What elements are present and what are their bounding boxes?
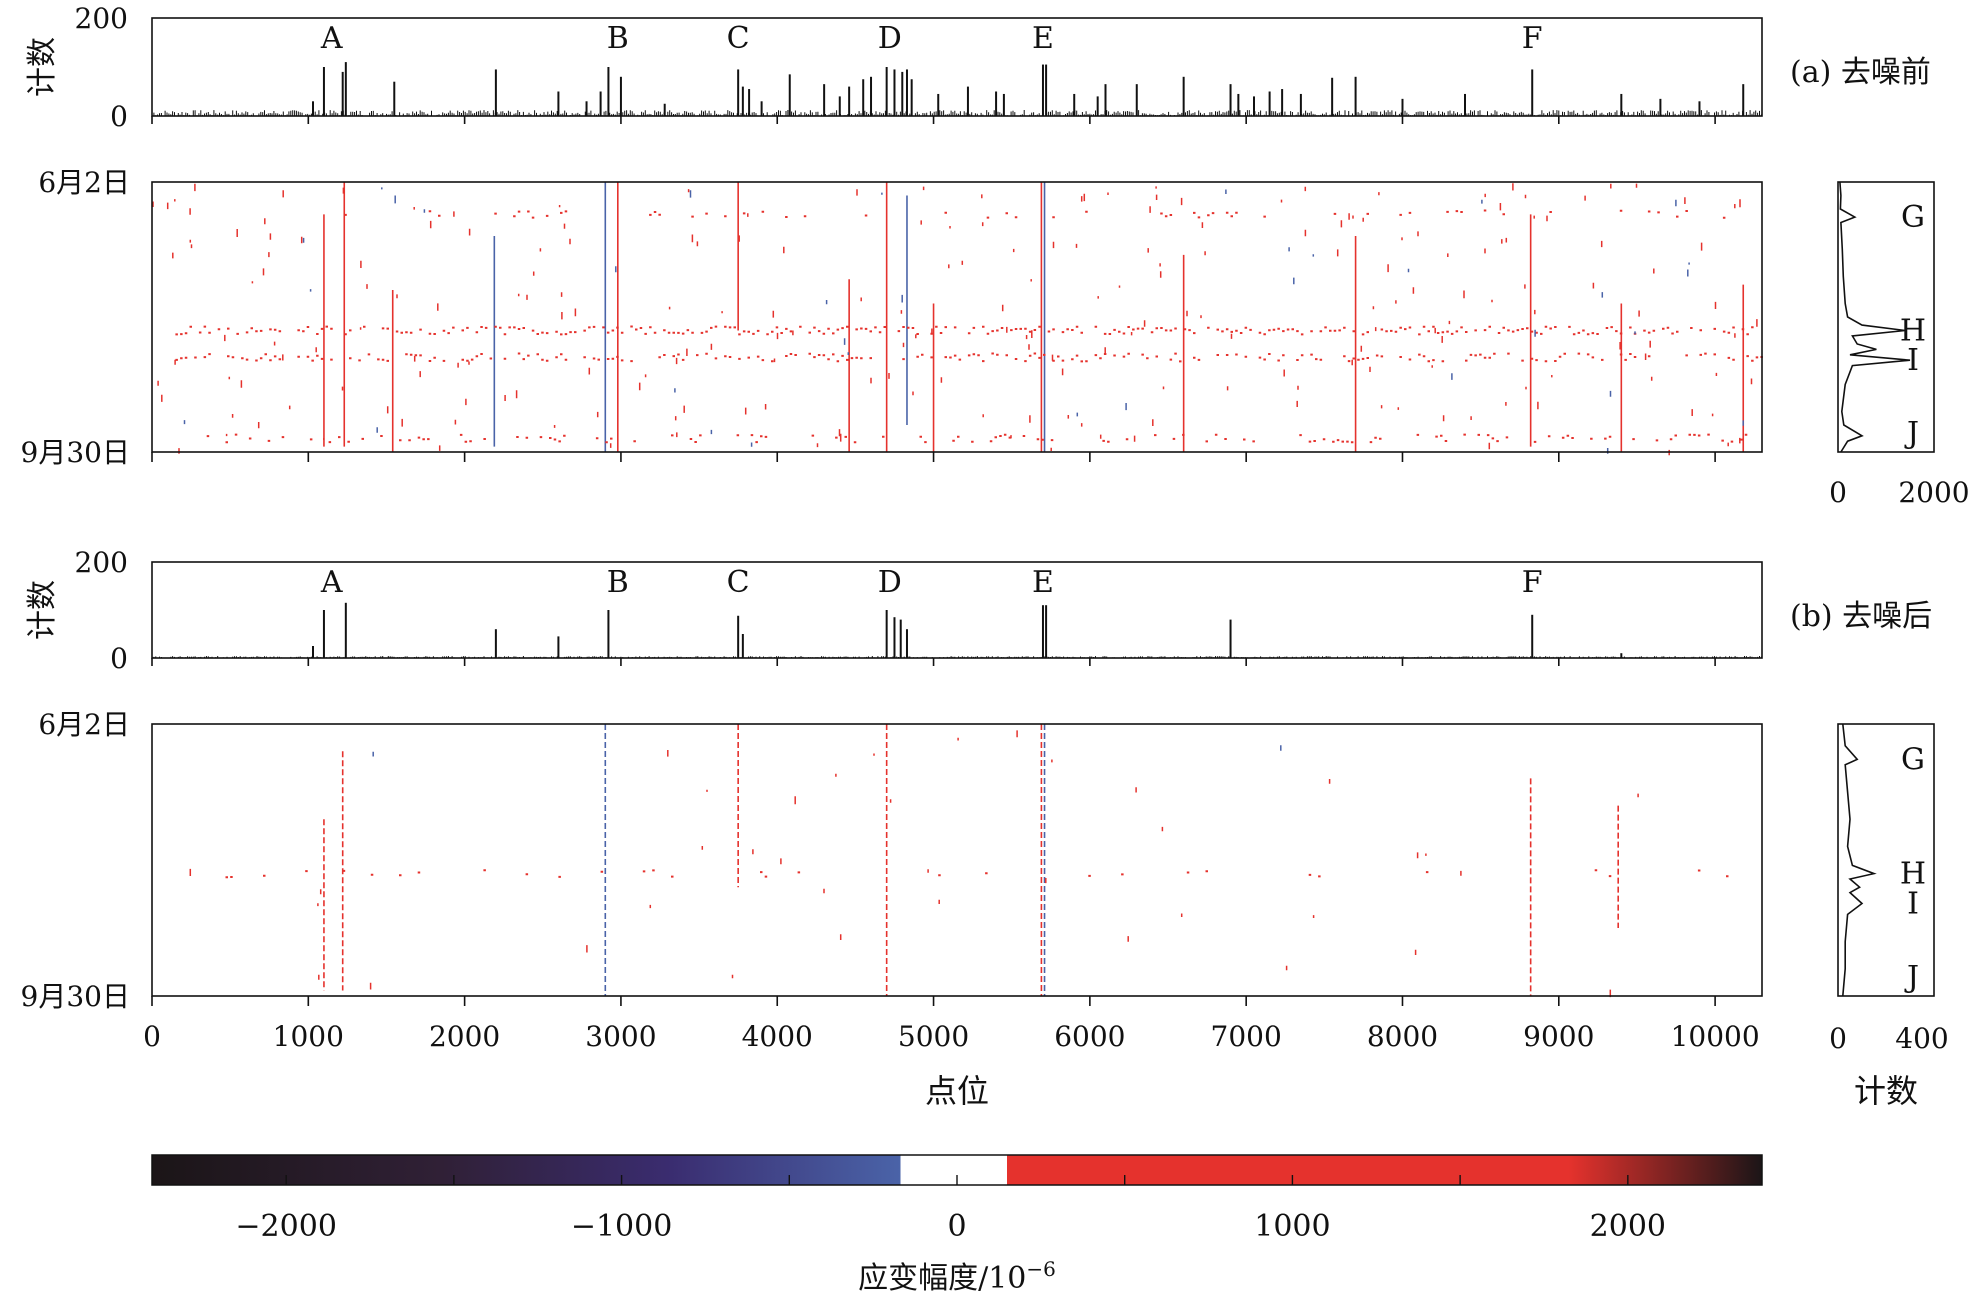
colorbar-tick-label: −2000 bbox=[235, 1209, 336, 1244]
heat-row bbox=[175, 325, 1754, 336]
time-peak-label-G: G bbox=[1901, 742, 1925, 777]
panel-b-end-date: 9月30日 bbox=[21, 980, 130, 1013]
panel-a-side-xtick-0: 0 bbox=[1829, 476, 1847, 509]
panel-a-side-profile: G HI J bbox=[1839, 181, 1926, 453]
x-tick-label: 1000 bbox=[273, 1020, 344, 1053]
panel-a-heatmap: 6月2日 9月30日 bbox=[21, 116, 1763, 469]
panel-a-end-date: 9月30日 bbox=[21, 436, 130, 469]
panel-a-side-xtick-2000: 2000 bbox=[1898, 476, 1969, 509]
time-peak-label-J: J bbox=[1904, 416, 1919, 451]
colorbar-tick-label: 2000 bbox=[1590, 1209, 1666, 1244]
x-tick-label: 2000 bbox=[429, 1020, 500, 1053]
side-profile-line bbox=[1842, 723, 1877, 997]
time-peak-label-J: J bbox=[1904, 960, 1919, 995]
panel-b-side-xtick-0: 0 bbox=[1829, 1022, 1847, 1055]
panel-a-side-count: G HI J 0 2000 bbox=[1829, 181, 1970, 509]
peak-label-A: A bbox=[320, 565, 343, 600]
peak-label-C: C bbox=[727, 21, 750, 56]
heat-row bbox=[175, 352, 1763, 363]
heat-specks-negative bbox=[183, 187, 1744, 454]
x-tick-label: 4000 bbox=[742, 1020, 813, 1053]
side-count-label: 计数 bbox=[1854, 1072, 1918, 1110]
time-peak-label-G: G bbox=[1901, 200, 1925, 235]
heat-specks-positive bbox=[152, 183, 1758, 456]
panel-b-count: A B C D E F 200 0 计数 (b) 去噪后 bbox=[25, 546, 1932, 675]
x-tick-label: 8000 bbox=[1367, 1020, 1438, 1053]
panel-b-heatmap: 6月2日 9月30日 0 1000 2000 3000 4000 5000 6000 7000… bbox=[21, 658, 1763, 1110]
panel-b-start-date: 6月2日 bbox=[38, 708, 130, 741]
peak-label-D: D bbox=[878, 21, 902, 56]
colorbar-tick-label: 0 bbox=[947, 1209, 966, 1244]
x-tick-label: 5000 bbox=[898, 1020, 969, 1053]
colorbar: −2000 −1000 0 1000 2000 应变幅度/10−6 bbox=[151, 1154, 1763, 1296]
peak-label-E: E bbox=[1032, 565, 1054, 600]
peak-label-B: B bbox=[607, 21, 629, 56]
peak-label-A: A bbox=[320, 21, 343, 56]
panel-a-label: (a) 去噪前 bbox=[1790, 55, 1931, 90]
heat-row bbox=[225, 869, 1729, 879]
panel-b-side-frame bbox=[1837, 723, 1935, 997]
panel-b-heat-marks bbox=[189, 724, 1729, 998]
panel-b-label: (b) 去噪后 bbox=[1790, 599, 1932, 634]
panel-a-heatmap-frame bbox=[151, 181, 1763, 453]
x-axis-label: 点位 bbox=[925, 1072, 989, 1110]
panel-b-heatmap-frame bbox=[151, 723, 1763, 997]
heat-row bbox=[206, 433, 1748, 444]
panel-b-side-profile: G HI J bbox=[1842, 723, 1926, 997]
x-tick-label: 10000 bbox=[1671, 1020, 1760, 1053]
peak-label-F: F bbox=[1522, 565, 1543, 600]
time-peak-label-I: I bbox=[1907, 887, 1919, 922]
panel-a-count-label: 计数 bbox=[25, 37, 60, 97]
peak-label-E: E bbox=[1032, 21, 1054, 56]
panel-b-ytick-0: 0 bbox=[110, 642, 128, 675]
panel-b-side-count: G HI J 0 400 计数 bbox=[1829, 723, 1949, 1110]
peak-label-B: B bbox=[607, 565, 629, 600]
panel-a-ytick-200: 200 bbox=[75, 2, 128, 35]
time-peak-label-H: H bbox=[1900, 314, 1926, 349]
peak-label-D: D bbox=[878, 565, 902, 600]
time-peak-label-H: H bbox=[1900, 857, 1926, 892]
panel-a-xticks bbox=[151, 116, 1716, 462]
heat-row bbox=[344, 209, 1726, 219]
colorbar-label: 应变幅度/10−6 bbox=[858, 1257, 1056, 1296]
panel-a-heat-marks bbox=[152, 182, 1763, 456]
panel-b-count-label: 计数 bbox=[25, 580, 60, 640]
x-tick-label: 9000 bbox=[1523, 1020, 1594, 1053]
panel-b-ytick-200: 200 bbox=[75, 546, 128, 579]
heat-specks-positive bbox=[189, 730, 1639, 998]
x-tick-label: 7000 bbox=[1211, 1020, 1282, 1053]
colorbar-ticks: −2000 −1000 0 1000 2000 bbox=[235, 1175, 1666, 1244]
panel-a-side-frame bbox=[1837, 181, 1935, 453]
x-tick-label: 6000 bbox=[1054, 1020, 1125, 1053]
panel-b-spikes: A B C D E F bbox=[151, 565, 1762, 658]
panel-b-side-xtick-400: 400 bbox=[1895, 1022, 1948, 1055]
panel-a-spikes: A B C D E F bbox=[151, 21, 1762, 116]
x-tick-label: 3000 bbox=[585, 1020, 656, 1053]
panel-a-count: A B C D E F 200 0 计数 (a) 去噪前 bbox=[25, 2, 1931, 133]
heat-specks-negative bbox=[372, 745, 1282, 757]
panel-a-start-date: 6月2日 bbox=[38, 166, 130, 199]
time-peak-label-I: I bbox=[1907, 343, 1919, 378]
panel-b-count-frame bbox=[151, 561, 1763, 659]
peak-label-C: C bbox=[727, 565, 750, 600]
x-tick-label: 0 bbox=[143, 1020, 161, 1053]
colorbar-tick-label: −1000 bbox=[571, 1209, 672, 1244]
peak-label-F: F bbox=[1522, 21, 1543, 56]
panel-a-ytick-0: 0 bbox=[110, 100, 128, 133]
panel-b-xticks: 0 1000 2000 3000 4000 5000 6000 7000 8000 9000 100… bbox=[143, 658, 1760, 1053]
side-profile-line bbox=[1839, 181, 1911, 453]
colorbar-tick-label: 1000 bbox=[1254, 1209, 1330, 1244]
